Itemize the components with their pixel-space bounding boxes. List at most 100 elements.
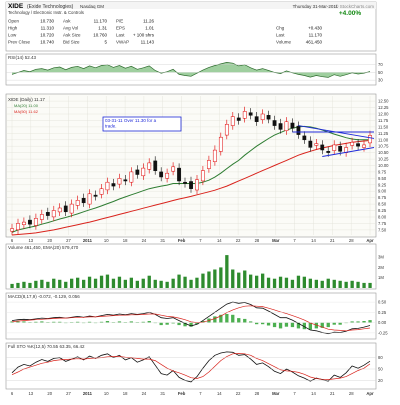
macd-histogram-bar (320, 322, 324, 328)
macd-histogram-bar (171, 322, 175, 324)
macd-histogram-bar (368, 320, 372, 323)
price-tick-label: 11.75 (378, 118, 389, 123)
volume-label: Volume 461,450, EMA(20) 579,470 (8, 245, 79, 250)
macd-histogram-bar (165, 322, 169, 325)
candle-body (236, 117, 241, 121)
volume-bar (58, 279, 62, 288)
x-tick-label-bottom: 2011 (83, 391, 93, 396)
macd-histogram-bar (141, 321, 145, 323)
macd-axis: 0.50 0.25 0.00 -0.25 (6, 300, 388, 335)
x-tick-label: 7 (293, 238, 296, 243)
quote-value: 10.730 (40, 19, 54, 24)
volume-bar (332, 279, 336, 288)
volume-bar (350, 280, 354, 288)
macd-histogram-bar (261, 322, 265, 325)
volume-bar (159, 280, 163, 288)
x-tick-label: 2011 (83, 238, 93, 243)
macd-histogram-bar (231, 314, 235, 323)
macd-histogram-bar (266, 322, 271, 326)
x-tick-label-bottom: Apr (366, 391, 374, 396)
macd-histogram-bar (332, 322, 336, 325)
quote-label: Last (276, 33, 285, 38)
volume-axis: 3M 2M 1M (378, 255, 384, 281)
macd-histogram-bar (255, 322, 259, 325)
candle-body (320, 144, 325, 151)
quote-value: 11.26 (143, 19, 154, 24)
volume-bars (10, 255, 372, 288)
x-tick-label: 20 (47, 238, 52, 243)
macd-histogram-bar (356, 321, 360, 323)
macd-histogram-bar (64, 322, 68, 324)
rsi-tick-label: 70 (378, 62, 383, 67)
x-tick-label: 31 (160, 238, 165, 243)
volume-tick-label: 2M (378, 265, 384, 270)
candle-body (171, 166, 176, 172)
candle-body (153, 160, 158, 171)
candle-body (183, 181, 187, 184)
candle-body (177, 167, 181, 182)
volume-bar (195, 277, 199, 288)
stochastic-tick-label: 20 (378, 378, 383, 383)
x-tick-label-bottom: 22 (236, 391, 241, 396)
candle-body (165, 172, 170, 179)
macd-histogram-bar (93, 322, 98, 324)
volume-bar (231, 269, 235, 288)
volume-bar (255, 275, 259, 288)
macd-histogram-bar (22, 321, 26, 323)
candle-body (135, 169, 140, 175)
quote-value: 461,450 (306, 40, 323, 45)
quote-label: Ask Size (63, 33, 81, 38)
volume-bar (272, 278, 277, 288)
quote-label: Prev Close (8, 40, 31, 45)
quote-label: EPS (116, 26, 125, 31)
candle-body (284, 121, 289, 131)
volume-bar (52, 278, 56, 288)
candle-body (129, 171, 134, 183)
x-tick-label-bottom: Feb (178, 391, 186, 396)
quote-label: Open (8, 19, 20, 24)
candle-body (75, 200, 80, 206)
x-axis-labels-bottom: 6 13 20 27 2011 10 18 24 31 Feb 7 14 22 28 Mar 7 14 21 28 A… (11, 391, 374, 396)
macd-histogram-bar (243, 318, 247, 323)
annotation-text: 03-31-11 Over 11.30 for a trade. (105, 118, 157, 129)
price-label: XIDE (Daily) 11.17 (8, 97, 45, 102)
price-tick-label: 12.00 (378, 112, 389, 117)
exchange: Nasdaq GM (80, 4, 104, 9)
candle-body (260, 113, 265, 120)
volume-bar (314, 279, 318, 288)
macd-histogram-bar (99, 321, 104, 323)
candle-body (248, 112, 253, 116)
macd-histogram-bar (350, 321, 354, 323)
volume-bar (64, 281, 68, 288)
macd-histogram (10, 314, 372, 330)
macd-histogram-bar (272, 322, 277, 328)
quote-value: 10.720 (40, 33, 54, 38)
quote-value: 10.740 (40, 40, 54, 45)
macd-histogram-bar (117, 321, 122, 323)
macd-histogram-bar (296, 322, 301, 329)
macd-histogram-bar (82, 322, 86, 324)
volume-bar (201, 273, 205, 288)
quote-label: High (8, 26, 18, 31)
macd-histogram-bar (183, 322, 187, 327)
candle-body (266, 115, 271, 120)
quote-label: Chg (276, 26, 285, 31)
volume-bar (123, 279, 127, 288)
macd-histogram-bar (201, 321, 205, 323)
macd-histogram-bar (249, 321, 253, 323)
rsi-line (11, 62, 371, 78)
quote-label: P/E (116, 19, 123, 24)
x-tick-label: 13 (28, 238, 33, 243)
volume-bar (207, 271, 211, 288)
price-tick-label: 7.75 (378, 221, 387, 226)
x-tick-label-bottom: 31 (160, 391, 165, 396)
volume-bar (308, 278, 312, 288)
candle-body (45, 212, 50, 216)
volume-bar (105, 274, 110, 288)
candle-body (338, 145, 343, 152)
volume-tick-label: 3M (378, 255, 384, 260)
x-tick-label-bottom: 20 (47, 391, 52, 396)
